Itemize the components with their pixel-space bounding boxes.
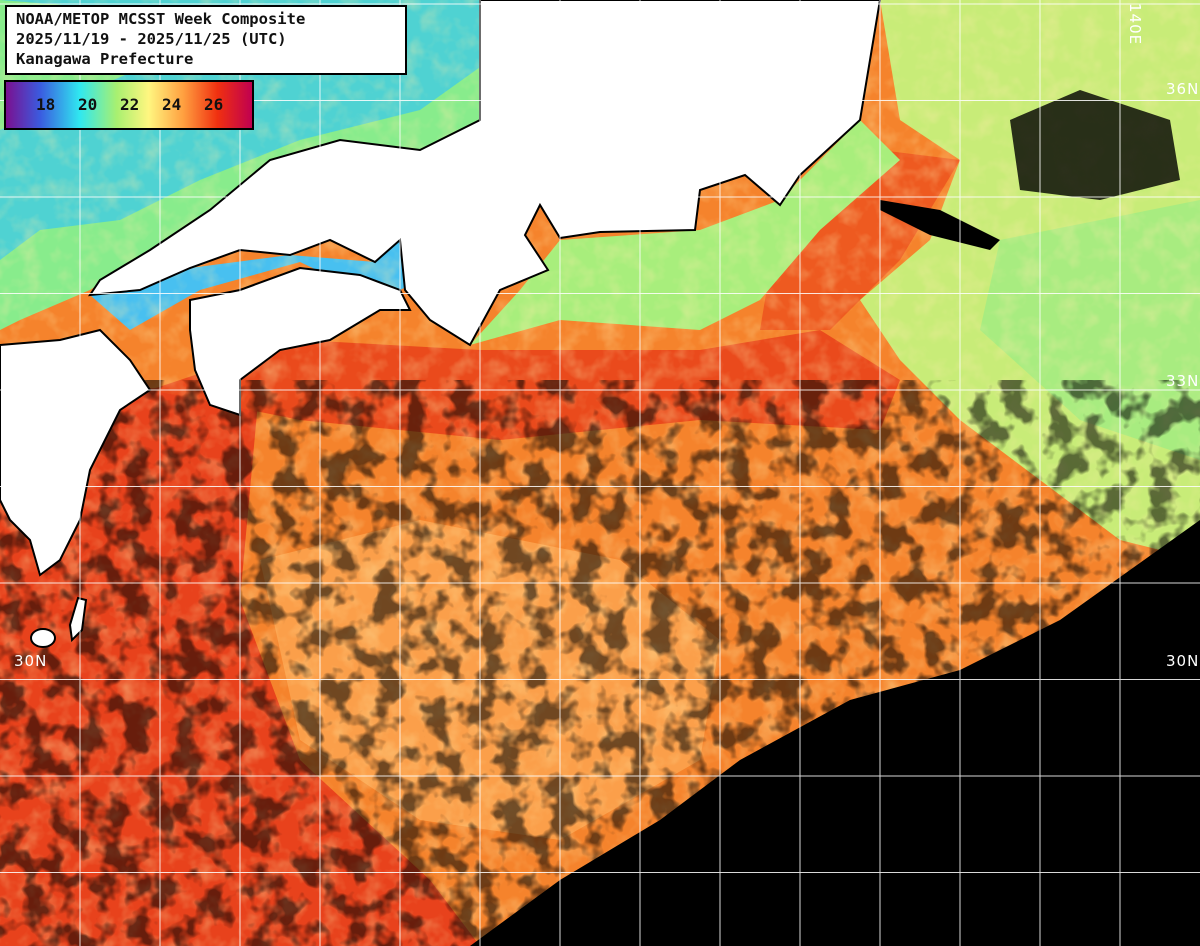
cloud-northeast bbox=[1010, 90, 1180, 200]
title-line-3: Kanagawa Prefecture bbox=[16, 50, 194, 68]
legend-tick: 20 bbox=[78, 95, 98, 114]
title-line-1: NOAA/METOP MCSST Week Composite bbox=[16, 10, 306, 28]
legend-tick: 18 bbox=[36, 95, 56, 114]
lon-label-140e: 140E bbox=[1126, 3, 1144, 46]
cloud-band bbox=[880, 200, 1000, 250]
lat-label-30n: 30N bbox=[1166, 652, 1200, 670]
lon-label-136e: 136E bbox=[482, 3, 500, 46]
lat-label-30n-left: 30N bbox=[14, 652, 48, 670]
title-line-2: 2025/11/19 - 2025/11/25 (UTC) bbox=[16, 30, 287, 48]
legend-tick: 24 bbox=[162, 95, 182, 114]
color-scale-bar bbox=[6, 82, 252, 128]
lat-label-36n: 36N bbox=[1166, 80, 1200, 98]
lat-label-33n-left: 33N bbox=[14, 372, 48, 390]
legend-tick: 26 bbox=[204, 95, 224, 114]
title-box: NOAA/METOP MCSST Week Composite 2025/11/… bbox=[5, 5, 407, 75]
cloud-speckles bbox=[0, 380, 1200, 946]
honshu bbox=[87, 0, 882, 347]
kyushu bbox=[0, 328, 152, 577]
lat-label-33n: 33N bbox=[1166, 372, 1200, 390]
color-scale-legend: 18 20 22 24 26 bbox=[4, 80, 254, 130]
legend-tick: 22 bbox=[120, 95, 140, 114]
tanegashima bbox=[68, 596, 88, 643]
yakushima bbox=[30, 628, 56, 648]
land bbox=[0, 0, 882, 648]
